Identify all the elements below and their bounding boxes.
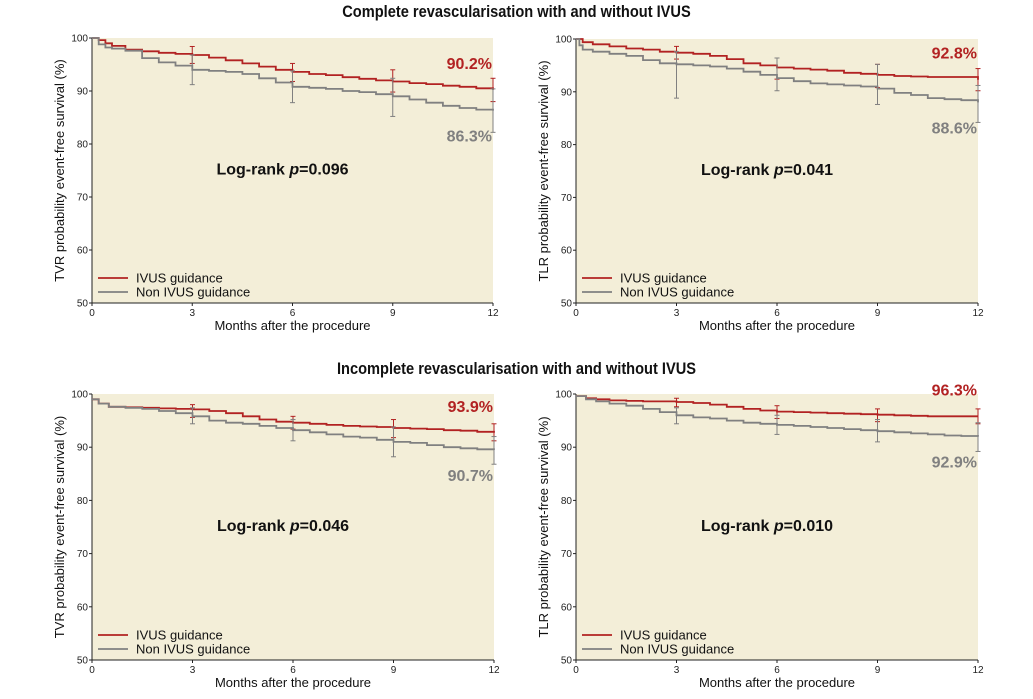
series-line-ivus [92,37,494,90]
x-tick-label: 9 [875,665,881,676]
y-tick-label: 60 [561,246,573,257]
y-tick-label: 80 [561,140,573,151]
series-line-non-ivus [92,37,494,111]
y-tick-label: 70 [561,549,573,560]
logrank-annotation: Log-rank p=0.096 [216,162,348,179]
x-tick-label: 9 [391,665,397,676]
plot-area [576,394,978,660]
y-tick-label: 80 [77,140,89,151]
logrank-annotation: Log-rank p=0.046 [217,518,349,535]
y-tick-label: 100 [71,34,88,45]
logrank-p: p [289,518,300,535]
logrank-annotation: Log-rank p=0.041 [701,162,833,179]
logrank-prefix: Log-rank [701,518,774,535]
y-tick-label: 80 [561,496,573,507]
logrank-annotation: Log-rank p=0.010 [701,518,833,535]
x-tick-label: 12 [487,308,499,319]
y-tick-label: 80 [77,496,89,507]
x-tick-label: 12 [972,308,984,319]
x-tick-label: 0 [89,308,95,319]
x-tick-label: 0 [573,665,579,676]
end-label-ivus: 93.9% [448,399,493,416]
x-tick-label: 6 [290,665,296,676]
chart-panel-2: 50 60 70 80 90 100 0 3 6 9 12 Months after the proc… [536,35,984,334]
y-tick-label: 90 [561,443,573,454]
series-line-non-ivus [576,38,979,103]
chart-panel-3: 50 60 70 80 90 100 0 3 6 9 12 Months after the proc… [52,390,500,691]
legend-label-ivus: IVUS guidance [136,271,223,286]
y-tick-label: 90 [561,87,573,98]
y-tick-label: 100 [555,35,572,46]
y-axis-title: TVR probability event-free survival (%) [52,416,67,639]
y-axis-title: TLR probability event-free survival (%) [536,60,551,281]
y-tick-label: 90 [77,87,89,98]
chart-panel-4: 50 60 70 80 90 100 0 3 6 9 12 Months after the proc… [536,382,984,690]
y-tick-label: 60 [77,246,89,257]
x-tick-label: 6 [290,308,296,319]
y-axis-title: TLR probability event-free survival (%) [536,416,551,637]
logrank-prefix: Log-rank [701,162,774,179]
legend-label-non-ivus: Non IVUS guidance [620,642,734,657]
x-tick-label: 3 [190,665,196,676]
legend-label-non-ivus: Non IVUS guidance [136,642,250,657]
section-title-incomplete: Incomplete revascularisation with and wi… [336,359,697,378]
end-label-non-ivus: 86.3% [447,129,492,146]
legend-label-non-ivus: Non IVUS guidance [136,285,250,300]
logrank-p: p [288,162,299,179]
section-title-complete: Complete revascularisation with and with… [342,2,691,21]
end-label-non-ivus: 90.7% [448,468,493,485]
logrank-value: =0.046 [300,518,349,535]
x-tick-label: 3 [674,665,680,676]
x-axis-title: Months after the procedure [699,318,855,333]
y-tick-label: 60 [77,602,89,613]
legend-label-ivus: IVUS guidance [620,271,707,286]
y-tick-label: 70 [561,193,573,204]
end-label-ivus: 90.2% [447,56,492,73]
y-tick-label: 70 [77,193,89,204]
y-tick-label: 70 [77,549,89,560]
x-tick-label: 6 [774,665,780,676]
logrank-value: =0.041 [784,162,833,179]
logrank-value: =0.010 [784,518,833,535]
x-tick-label: 9 [875,308,881,319]
y-tick-label: 90 [77,443,89,454]
chart-panel-1: 50 60 70 80 90 100 0 3 6 9 12 Months after the proc… [52,34,499,334]
logrank-prefix: Log-rank [217,518,290,535]
legend-label-ivus: IVUS guidance [136,628,223,643]
y-tick-label: 50 [77,656,89,667]
legend-label-ivus: IVUS guidance [620,628,707,643]
end-label-non-ivus: 88.6% [932,120,977,137]
y-tick-label: 100 [71,390,88,401]
series-line-ivus [576,395,978,418]
x-tick-label: 6 [774,308,780,319]
logrank-prefix: Log-rank [216,162,289,179]
y-axis-title: TVR probability event-free survival (%) [52,59,67,282]
x-tick-label: 12 [488,665,500,676]
y-tick-label: 50 [561,299,573,310]
x-tick-label: 0 [573,308,579,319]
x-tick-label: 12 [972,665,984,676]
x-axis-title: Months after the procedure [214,318,370,333]
y-tick-label: 50 [561,656,573,667]
end-label-ivus: 96.3% [932,382,977,399]
series-line-ivus [576,38,979,80]
x-tick-label: 9 [390,308,396,319]
x-axis-title: Months after the procedure [215,675,371,690]
x-tick-label: 0 [89,665,95,676]
legend-label-non-ivus: Non IVUS guidance [620,285,734,300]
end-label-non-ivus: 92.9% [932,455,977,472]
logrank-p: p [773,518,784,535]
y-tick-label: 100 [555,390,572,401]
y-tick-label: 60 [561,602,573,613]
x-tick-label: 3 [189,308,195,319]
logrank-p: p [773,162,784,179]
logrank-value: =0.096 [299,162,348,179]
x-axis-title: Months after the procedure [699,675,855,690]
end-label-ivus: 92.8% [932,46,977,63]
y-tick-label: 50 [77,299,89,310]
x-tick-label: 3 [674,308,680,319]
